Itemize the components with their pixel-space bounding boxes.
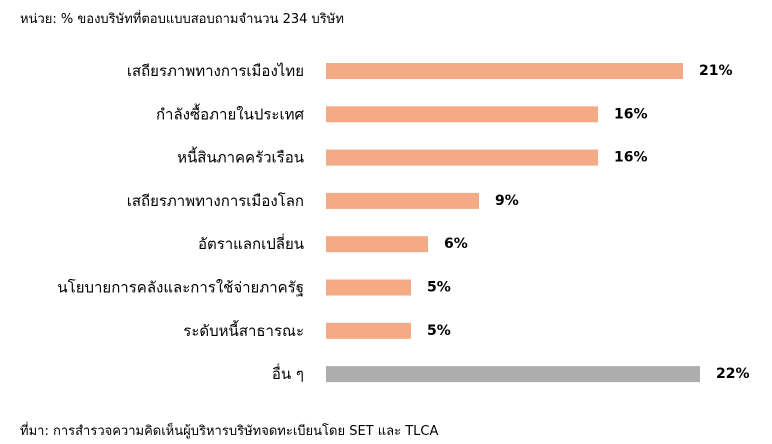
value-label-2: 16% [614, 106, 648, 122]
bar-1 [326, 63, 683, 79]
category-label-2: กำลังซื้อภายในประเทศ [156, 103, 305, 123]
bar-4 [326, 192, 479, 209]
source-note: ที่มา: การสำรวจความคิดเห็นผู้บริหารบริษั… [20, 424, 439, 439]
category-label-7: ระดับหนี้สาธารณะ [183, 320, 304, 340]
category-label-8: อื่น ๆ [272, 363, 304, 383]
category-labels: เสถียรภาพทางการเมืองไทยกำลังซื้อภายในประ… [57, 62, 304, 383]
value-label-6: 5% [427, 280, 451, 296]
value-label-5: 6% [444, 236, 468, 252]
bar-5 [326, 236, 428, 253]
value-label-3: 16% [614, 150, 648, 166]
bars-layer [326, 63, 700, 383]
value-label-7: 5% [427, 323, 451, 339]
bar-8 [326, 366, 700, 383]
bar-3 [326, 149, 598, 166]
bar-6 [326, 279, 411, 296]
category-label-5: อัตราแลกเปลี่ยน [198, 233, 304, 253]
category-label-1: เสถียรภาพทางการเมืองไทย [127, 62, 304, 80]
bar-7 [326, 322, 411, 339]
value-label-8: 22% [716, 366, 750, 382]
category-label-4: เสถียรภาพทางการเมืองโลก [127, 192, 304, 210]
value-label-4: 9% [495, 193, 519, 209]
bar-2 [326, 106, 598, 123]
value-label-1: 21% [699, 63, 733, 79]
value-labels: 21% 16% 16% 9% 6% 5% 5% 22% [427, 63, 750, 382]
unit-note: หน่วย: % ของบริษัทที่ตอบแบบสอบถามจำนวน 2… [20, 12, 344, 27]
category-label-3: หนี้สินภาคครัวเรือน [177, 147, 304, 167]
category-label-6: นโยบายการคลังและการใช้จ่ายภาครัฐ [57, 279, 304, 297]
